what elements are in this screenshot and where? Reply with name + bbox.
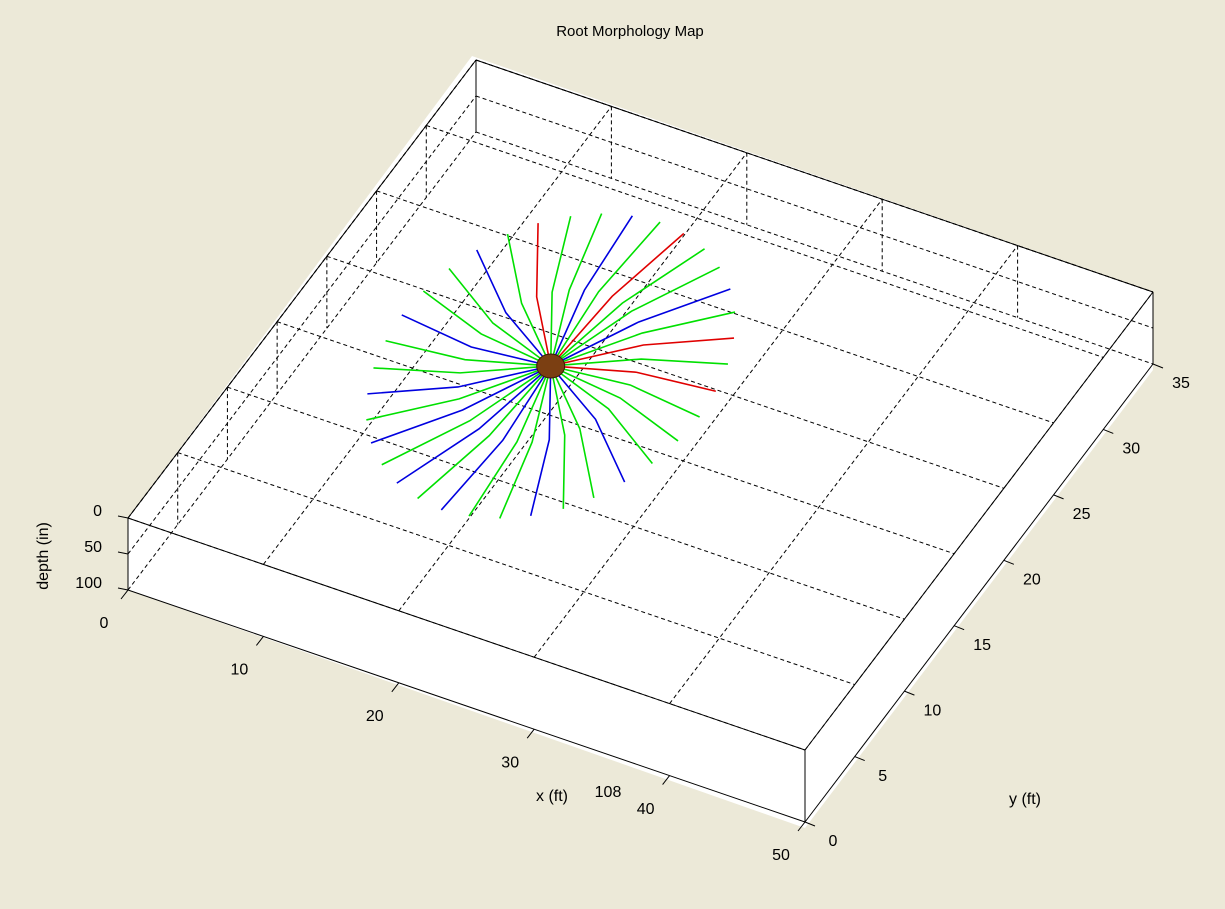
grid-line [276,321,955,555]
x-axis-label: x (ft) [536,788,568,805]
y-tick-label: 35 [1172,375,1190,392]
root [401,314,551,367]
plot-box [128,56,1153,828]
grid-line [326,255,1005,489]
x-tick [120,589,129,600]
x-tick [526,728,535,739]
x-tick [256,636,264,646]
root [422,290,552,367]
y-tick-label: 0 [829,833,838,850]
grid-line [475,95,1154,329]
grid-line [227,386,905,620]
root [549,215,572,366]
root [550,221,661,367]
box-edge [475,59,1154,293]
y-tick [953,625,965,631]
trunk [536,353,566,379]
y-tick-label: 5 [878,768,887,785]
x-tick-label: 50 [772,847,790,864]
x-tick-label: 40 [637,801,655,818]
box-edge [127,517,806,751]
z-tick [117,551,129,555]
root [468,365,552,517]
grid-line [127,131,477,591]
grid-line [263,106,612,565]
root [549,215,634,367]
root [549,365,566,509]
root [506,233,552,367]
root [549,365,595,499]
root [550,365,626,483]
root [396,365,552,484]
box-edge [804,291,1154,751]
root [370,365,552,444]
z-tick [117,587,129,591]
root [550,365,717,393]
y-tick [1103,428,1114,434]
box-edge [127,589,806,823]
x-tick-label: 20 [366,708,384,725]
y-tick-label: 25 [1073,506,1091,523]
root [550,311,736,367]
z-tick-label: 100 [75,575,102,592]
grid-line [376,190,1054,424]
root [550,365,653,464]
root [373,365,551,374]
root [550,365,679,442]
root [550,288,731,367]
root [529,365,552,517]
root [367,365,551,395]
x-tick-label: 30 [501,754,519,771]
root [550,337,735,367]
root [550,232,685,367]
grid-line [533,198,883,658]
y-tick [1152,363,1164,369]
box-edge [804,363,1154,823]
root [550,365,700,418]
grid-line [127,95,477,555]
y-tick [854,756,865,762]
grid-line [669,245,1018,704]
root [476,249,552,367]
root [549,213,603,367]
y-tick-label: 15 [973,637,991,654]
root [366,365,551,421]
z-tick-label: 50 [84,539,102,556]
root [381,365,552,466]
y-tick-label: 30 [1122,441,1140,458]
annotation: 108 [595,784,622,801]
grid-line [475,131,1154,365]
root [550,266,720,367]
y-tick [904,690,915,696]
y-tick [1053,494,1064,500]
root [385,339,551,367]
root [535,223,552,367]
x-tick [391,682,400,693]
x-tick-label: 0 [100,615,109,632]
y-tick-label: 10 [924,702,942,719]
z-tick [117,515,129,519]
grid-line [426,124,1104,358]
root [550,358,728,367]
z-tick-label: 0 [93,503,102,520]
y-tick [1003,559,1015,565]
x-tick [797,821,806,832]
y-tick-label: 20 [1023,572,1041,589]
root [448,267,552,367]
root [550,248,705,367]
y-axis-label: y (ft) [1009,791,1041,808]
grid-line [177,452,855,686]
y-tick [804,821,816,827]
root [498,365,552,519]
chart-title: Root Morphology Map [556,23,704,40]
z-axis-label: depth (in) [35,522,52,590]
box-edge [127,59,477,519]
x-tick [662,775,670,785]
root [417,365,552,500]
root [440,365,552,511]
x-tick-label: 10 [231,662,249,679]
